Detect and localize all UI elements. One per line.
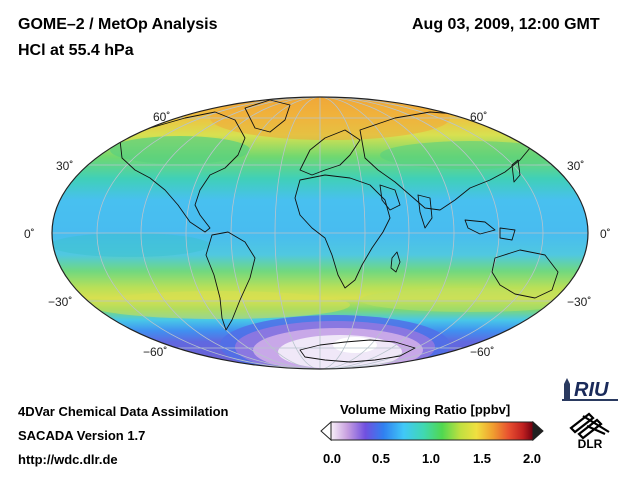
lat-label-30n-left: 30˚ bbox=[56, 159, 74, 173]
map-outline bbox=[51, 96, 589, 370]
colorbar-tick-0: 0.0 bbox=[322, 451, 342, 466]
lat-label-60s-right: −60˚ bbox=[470, 345, 495, 359]
riu-tower-icon bbox=[564, 378, 570, 400]
footer-url[interactable]: http://wdc.dlr.de bbox=[18, 452, 118, 467]
colorbar-tick-4: 2.0 bbox=[522, 451, 542, 466]
colorbar-title: Volume Mixing Ratio [ppbv] bbox=[340, 402, 511, 417]
lat-label-30s-right: −30˚ bbox=[567, 295, 592, 309]
title-line-1: GOME–2 / MetOp Analysis bbox=[18, 16, 218, 33]
colorbar-low-arrow bbox=[320, 421, 332, 441]
lat-label-30n-right: 30˚ bbox=[567, 159, 585, 173]
colorbar-ramp bbox=[330, 421, 534, 441]
title-line-2: HCl at 55.4 hPa bbox=[18, 42, 134, 59]
colorbar-tick-3: 1.5 bbox=[472, 451, 492, 466]
coastlines bbox=[119, 99, 581, 363]
lat-label-60s-left: −60˚ bbox=[143, 345, 168, 359]
colorbar bbox=[320, 421, 544, 441]
lat-label-eq-right: 0˚ bbox=[600, 227, 611, 241]
footer-version: SACADA Version 1.7 bbox=[18, 428, 146, 443]
dlr-emblem-icon bbox=[569, 412, 610, 440]
lat-label-60n-right: 60˚ bbox=[470, 110, 488, 124]
lat-label-30s-left: −30˚ bbox=[48, 295, 73, 309]
dlr-logo-text: DLR bbox=[578, 437, 603, 450]
lat-label-60n-left: 60˚ bbox=[153, 110, 171, 124]
riu-logo: RIU bbox=[562, 378, 618, 401]
dlr-logo: DLR bbox=[569, 412, 610, 450]
colorbar-tick-2: 1.0 bbox=[421, 451, 441, 466]
colorbar-high-arrow bbox=[532, 421, 544, 441]
colorbar-tick-1: 0.5 bbox=[371, 451, 391, 466]
graticule bbox=[52, 97, 588, 369]
date-time: Aug 03, 2009, 12:00 GMT bbox=[412, 16, 600, 33]
riu-logo-text: RIU bbox=[574, 379, 609, 401]
lat-label-eq-left: 0˚ bbox=[24, 227, 35, 241]
footer-method: 4DVar Chemical Data Assimilation bbox=[18, 404, 229, 419]
